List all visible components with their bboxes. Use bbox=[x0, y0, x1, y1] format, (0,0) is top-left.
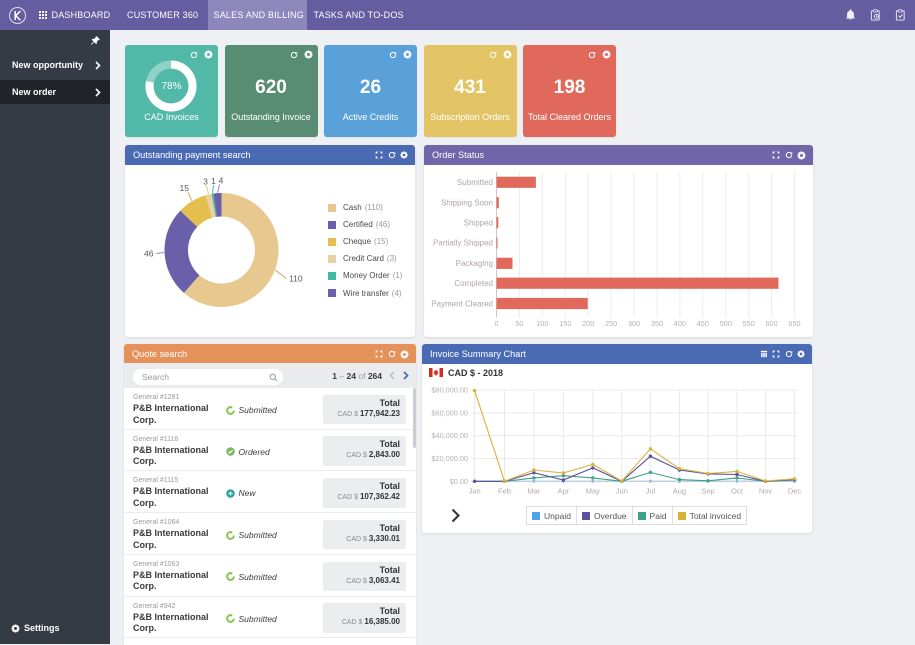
svg-text:Shipped: Shipped bbox=[464, 218, 493, 227]
svg-text:100: 100 bbox=[536, 319, 548, 328]
svg-text:Dec: Dec bbox=[788, 487, 802, 496]
svg-text:250: 250 bbox=[605, 319, 617, 328]
svg-text:1: 1 bbox=[211, 176, 216, 186]
svg-text:Jan: Jan bbox=[469, 487, 481, 496]
svg-text:110: 110 bbox=[289, 274, 303, 284]
svg-text:150: 150 bbox=[559, 319, 571, 328]
svg-text:Nov: Nov bbox=[759, 487, 773, 496]
svg-text:$0.00: $0.00 bbox=[450, 477, 468, 486]
svg-text:Oct: Oct bbox=[731, 487, 744, 496]
svg-text:300: 300 bbox=[628, 319, 640, 328]
svg-text:650: 650 bbox=[788, 319, 800, 328]
svg-text:$60,000.00: $60,000.00 bbox=[431, 408, 468, 417]
svg-text:Partially Shipped: Partially Shipped bbox=[433, 239, 493, 248]
svg-text:Packaging: Packaging bbox=[456, 259, 493, 268]
svg-text:Payment Cleared: Payment Cleared bbox=[431, 299, 493, 308]
svg-text:Sep: Sep bbox=[701, 487, 714, 496]
svg-text:Shipping Soon: Shipping Soon bbox=[441, 199, 493, 208]
svg-text:400: 400 bbox=[674, 319, 686, 328]
svg-text:Jun: Jun bbox=[616, 487, 628, 496]
svg-text:$20,000.00: $20,000.00 bbox=[431, 454, 468, 463]
svg-text:Completed: Completed bbox=[454, 279, 493, 288]
svg-text:Mar: Mar bbox=[527, 487, 540, 496]
svg-text:200: 200 bbox=[582, 319, 594, 328]
svg-text:450: 450 bbox=[697, 319, 709, 328]
svg-text:4: 4 bbox=[219, 176, 224, 186]
svg-text:$40,000.00: $40,000.00 bbox=[431, 431, 468, 440]
svg-text:600: 600 bbox=[766, 319, 778, 328]
svg-text:Feb: Feb bbox=[498, 487, 511, 496]
svg-text:15: 15 bbox=[180, 183, 190, 193]
svg-text:50: 50 bbox=[515, 319, 523, 328]
svg-text:46: 46 bbox=[144, 249, 154, 259]
svg-text:550: 550 bbox=[743, 319, 755, 328]
svg-text:500: 500 bbox=[720, 319, 732, 328]
svg-text:0: 0 bbox=[494, 319, 498, 328]
svg-text:Submitted: Submitted bbox=[457, 178, 493, 187]
svg-text:Aug: Aug bbox=[673, 487, 686, 496]
svg-text:May: May bbox=[586, 487, 600, 496]
svg-text:Jul: Jul bbox=[646, 487, 656, 496]
svg-text:$80,000.00: $80,000.00 bbox=[431, 386, 468, 395]
svg-text:3: 3 bbox=[203, 177, 208, 187]
svg-text:350: 350 bbox=[651, 319, 663, 328]
svg-text:Apr: Apr bbox=[558, 487, 570, 496]
